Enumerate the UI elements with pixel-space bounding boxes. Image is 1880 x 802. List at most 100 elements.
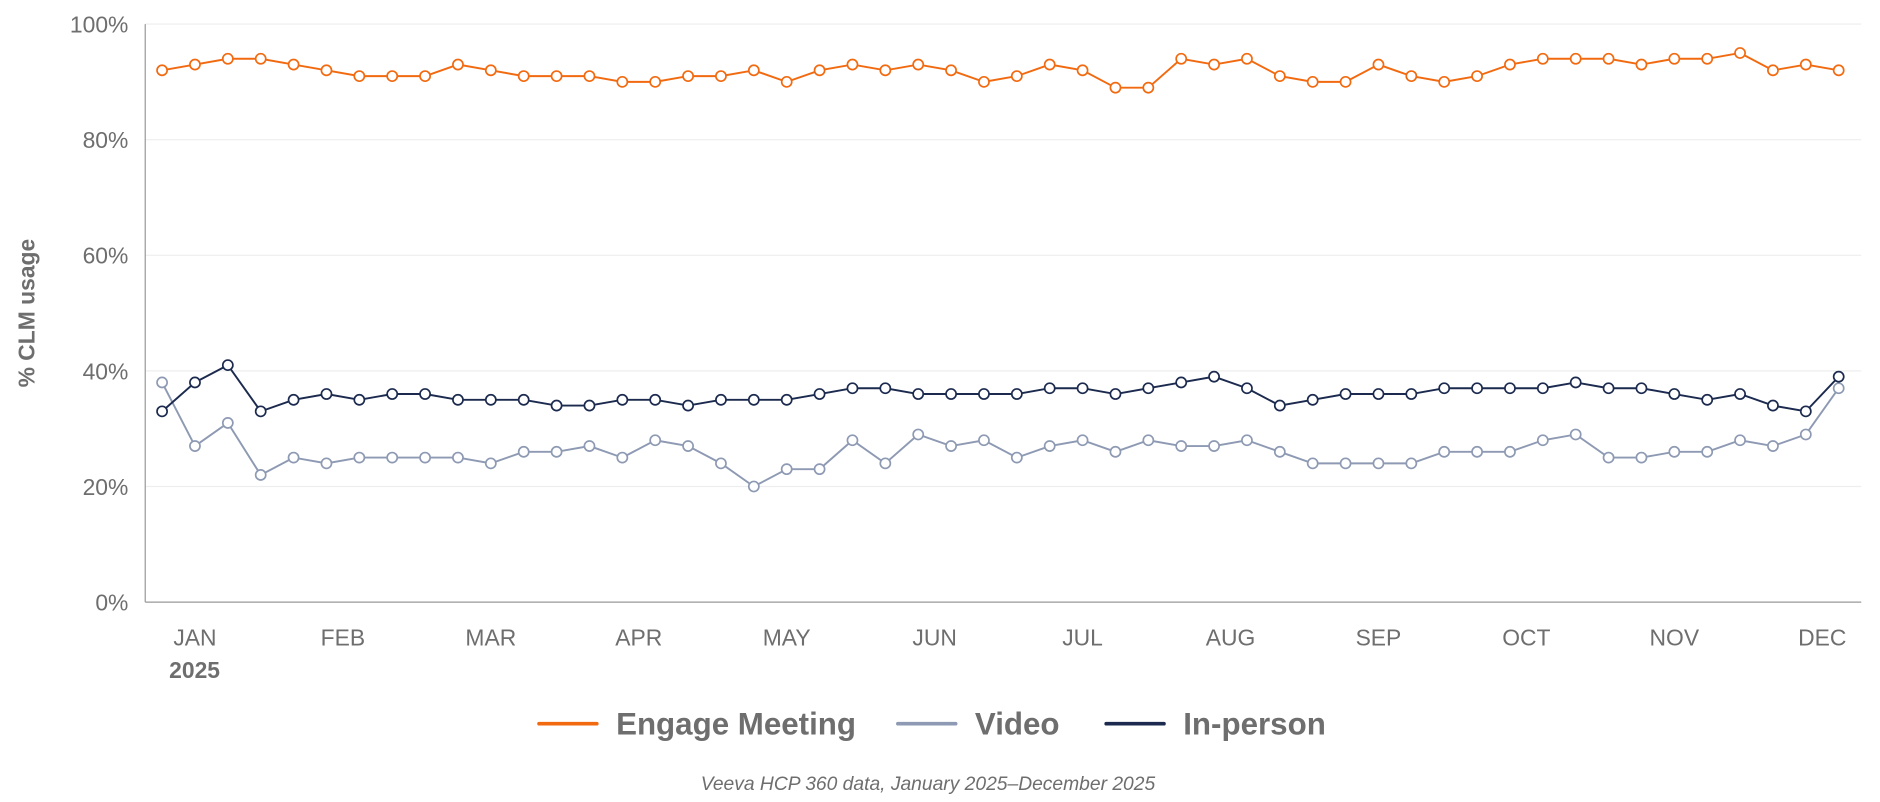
data-point <box>1241 382 1253 395</box>
data-point <box>813 64 826 77</box>
data-point <box>1734 388 1746 400</box>
data-point <box>1832 64 1845 77</box>
data-point <box>1043 58 1056 71</box>
data-point <box>1536 382 1549 395</box>
data-point <box>419 70 431 83</box>
data-point <box>189 376 201 389</box>
data-point <box>353 451 366 464</box>
x-ticks: JAN FEB MAR APR MAY JUN JUL AUG SEP OCT NOV DEC <box>173 624 1846 650</box>
data-point <box>452 58 464 71</box>
data-point <box>583 70 596 83</box>
data-point <box>649 393 662 406</box>
data-point <box>452 451 464 464</box>
y-tick-label: 100% <box>70 12 128 38</box>
data-point <box>1273 399 1286 412</box>
data-point <box>945 440 957 452</box>
data-point <box>1799 405 1812 418</box>
data-point <box>846 434 859 447</box>
data-point <box>1339 457 1352 470</box>
x-tick-label: OCT <box>1502 624 1550 650</box>
x-tick-label: NOV <box>1650 624 1700 650</box>
data-point <box>1767 64 1779 77</box>
data-point <box>1635 382 1648 395</box>
data-point <box>879 457 892 470</box>
data-point <box>1208 58 1220 71</box>
data-point <box>287 451 300 464</box>
data-point <box>1668 388 1681 400</box>
data-point <box>1273 445 1286 458</box>
data-point <box>1306 75 1319 88</box>
data-point <box>254 405 267 418</box>
data-point <box>912 58 925 71</box>
data-point <box>780 75 793 88</box>
data-point <box>1208 440 1220 452</box>
data-point <box>715 393 727 406</box>
data-point <box>1405 457 1418 470</box>
data-point <box>550 445 563 458</box>
data-point <box>682 440 694 452</box>
data-point <box>1175 52 1188 65</box>
legend-label: Engage Meeting <box>616 707 856 742</box>
x-tick-label: FEB <box>321 624 365 650</box>
data-point <box>813 388 826 400</box>
data-point <box>879 382 892 395</box>
data-point <box>780 463 793 476</box>
series-line <box>161 51 1839 89</box>
series-line <box>161 363 1840 413</box>
data-point <box>780 393 793 406</box>
data-point <box>1734 47 1746 59</box>
data-point <box>1043 382 1056 395</box>
series-engage-meeting <box>156 47 1845 94</box>
data-point <box>1668 52 1681 65</box>
data-point <box>1832 370 1845 383</box>
data-point <box>1799 428 1812 441</box>
x-tick-label: JUN <box>912 624 956 650</box>
data-point <box>1438 75 1451 88</box>
data-point <box>156 64 168 77</box>
data-point <box>320 64 333 77</box>
x-tick-label: MAY <box>763 624 811 650</box>
data-point <box>287 58 300 71</box>
y-tick-label: 80% <box>83 127 129 153</box>
y-tick-label: 0% <box>95 590 128 616</box>
x-tick-label: JAN <box>173 624 216 650</box>
data-point <box>1142 434 1155 447</box>
data-point <box>682 399 694 412</box>
x-tick-label: APR <box>615 624 662 650</box>
data-point <box>1799 58 1812 71</box>
data-point <box>1043 440 1056 452</box>
data-point <box>1405 388 1418 400</box>
data-point <box>1306 457 1319 470</box>
data-point <box>1339 388 1352 400</box>
data-point <box>484 457 497 470</box>
data-point <box>879 64 892 77</box>
data-point <box>386 451 399 464</box>
series-line <box>161 382 1840 488</box>
data-point <box>484 393 497 406</box>
y-tick-label: 20% <box>83 474 129 500</box>
data-point <box>517 393 530 406</box>
data-point <box>1602 52 1615 65</box>
data-point <box>517 70 530 83</box>
data-point <box>419 451 431 464</box>
data-point <box>550 399 563 412</box>
data-point <box>386 70 399 83</box>
data-point <box>353 393 366 406</box>
data-point <box>1569 376 1582 389</box>
data-point <box>1504 382 1516 395</box>
x-tick-label: JUL <box>1062 624 1103 650</box>
data-point <box>747 393 760 406</box>
y-tick-label: 40% <box>83 358 129 384</box>
data-point <box>747 64 760 77</box>
data-point <box>912 388 925 400</box>
data-point <box>978 434 990 447</box>
data-point <box>254 469 267 481</box>
data-point <box>1701 52 1714 65</box>
legend: Engage Meeting Video In-person <box>537 707 1326 742</box>
data-point <box>1536 434 1549 447</box>
data-point <box>1076 434 1089 447</box>
data-point <box>813 463 826 476</box>
data-point <box>1273 70 1286 83</box>
data-point <box>156 376 168 389</box>
data-point <box>1109 445 1122 458</box>
